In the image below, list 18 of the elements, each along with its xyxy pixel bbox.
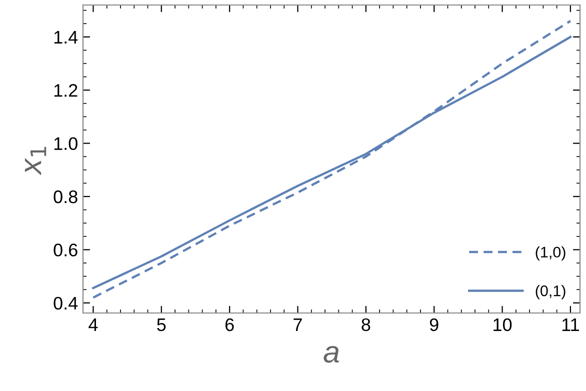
y-tick-label: 1.0 (54, 137, 78, 150)
legend-label: (1,0) (536, 246, 566, 261)
x-tick-label: 9 (430, 318, 438, 332)
y-tick-label: 0.6 (54, 244, 78, 256)
x-tick-label: 10 (494, 318, 512, 332)
x-axis-title: a (324, 346, 339, 363)
x-tick-label: 4 (88, 318, 98, 331)
y-axis-title: x$_{1}$ (24, 146, 46, 176)
y-tick-label: 1.4 (54, 31, 78, 44)
y-tick-label: 0.8 (54, 190, 78, 204)
y-tick-label: 0.4 (54, 296, 78, 310)
x-tick-label: 11 (562, 318, 579, 331)
y-tick-label: 1.2 (54, 84, 78, 97)
x-tick-label: 6 (225, 318, 234, 332)
x-tick-label: 7 (294, 318, 302, 331)
x-tick-label: 8 (362, 318, 370, 332)
legend-label: (0,1) (536, 285, 566, 300)
x-tick-label: 5 (157, 318, 166, 332)
